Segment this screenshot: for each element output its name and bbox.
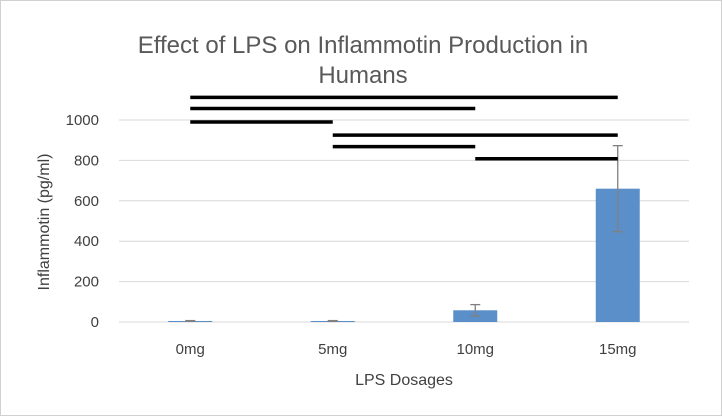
y-axis-ticks: 0 200 400 600 800 1000: [66, 112, 99, 331]
y-tick-label: 1000: [66, 112, 99, 129]
y-tick-label: 0: [91, 314, 99, 331]
x-tick-label: 5mg: [318, 341, 347, 358]
x-tick-label: 15mg: [599, 341, 637, 358]
gridlines: [119, 119, 689, 323]
y-tick-label: 800: [74, 152, 99, 169]
chart-title-line-2: Humans: [318, 62, 407, 89]
y-tick-label: 200: [74, 274, 99, 291]
y-tick-label: 600: [74, 193, 99, 210]
bars: [168, 188, 640, 322]
x-axis-title: LPS Dosages: [355, 372, 453, 389]
chart-title-line-1: Effect of LPS on Inflammotin Production …: [138, 32, 588, 59]
y-axis-title: Inflammotin (pg/ml): [36, 154, 53, 291]
y-tick-label: 400: [74, 233, 99, 250]
x-tick-label: 10mg: [456, 341, 494, 358]
x-tick-label: 0mg: [176, 341, 205, 358]
error-bars: [185, 145, 623, 323]
significance-lines: [190, 95, 618, 161]
x-axis-ticks: 0mg 5mg 10mg 15mg: [176, 341, 637, 358]
